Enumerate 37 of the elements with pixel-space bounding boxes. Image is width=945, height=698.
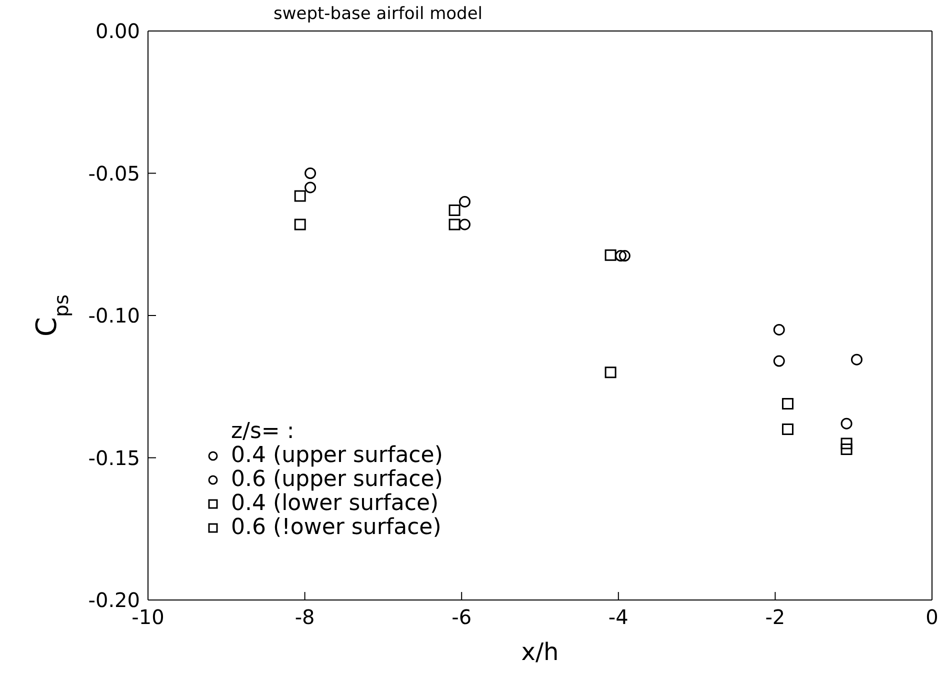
point [604,366,616,378]
point [840,443,852,455]
point [304,168,316,179]
point [850,354,862,366]
point [840,438,852,450]
x-tick-label: -8 [294,605,315,630]
point [773,324,785,336]
legend-label: 0.6 (upper surface) [231,467,443,492]
point [448,218,460,230]
y-tick-label: -0.05 [88,161,140,186]
point [458,196,470,208]
point [294,190,306,202]
x-tick-label: -4 [608,605,628,630]
point [615,250,626,262]
legend-label: 0.6 (!ower surface) [231,515,442,540]
y-tick-label: 0.00 [95,19,140,44]
y-tick-label: -0.15 [88,446,140,470]
point [448,204,460,216]
y-tick-label: -0.20 [88,588,140,612]
point [618,250,630,262]
point [840,418,852,430]
point [294,218,306,230]
point [782,424,794,436]
legend-label: 0.4 (upper surface) [231,443,443,468]
point [458,218,470,230]
x-tick-label: -2 [765,605,786,630]
x-tick-label: 0 [926,605,938,630]
point [304,182,316,194]
point [782,398,794,410]
legend-label: 0.4 (lower surface) [231,491,439,516]
point [773,355,785,367]
legend-title: z/s= : [231,419,296,444]
x-tick-label: -6 [452,605,472,630]
point [604,249,616,261]
chart-title: swept-base airfoil model [273,4,483,24]
x-axis-title: x/h [521,638,559,666]
y-tick-label: -0.10 [88,304,140,328]
